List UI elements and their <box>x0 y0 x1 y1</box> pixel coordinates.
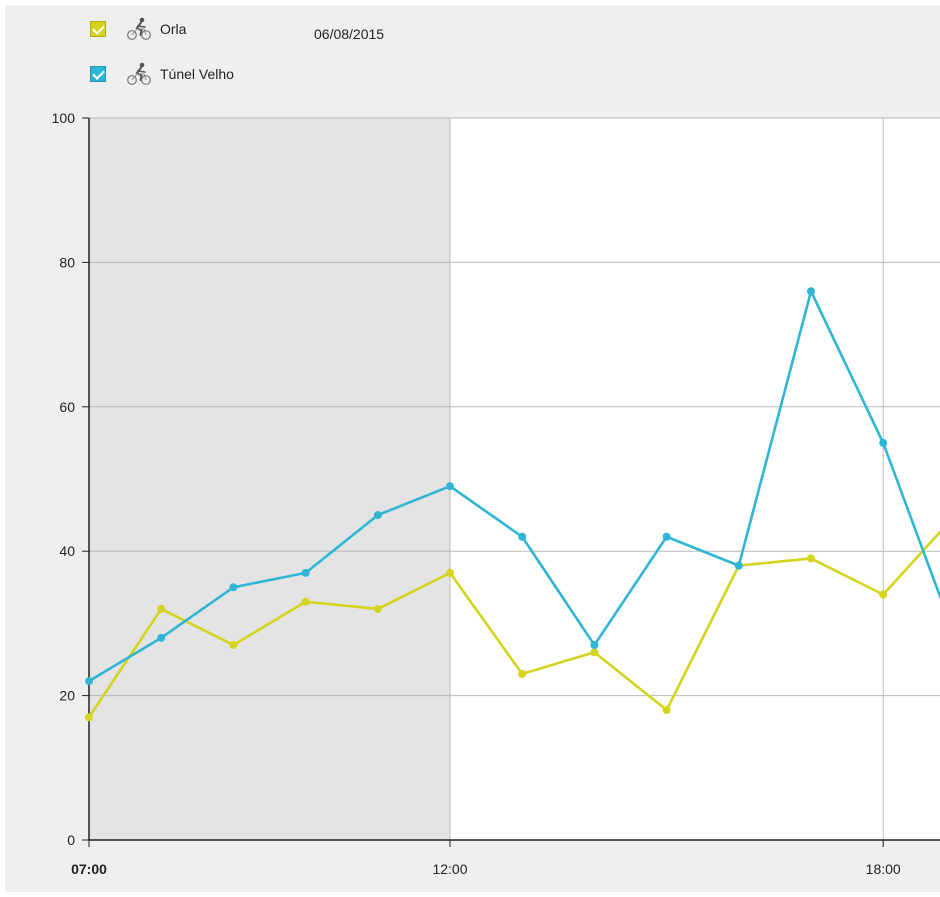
legend-label-orla: Orla <box>160 21 187 37</box>
y-tick-label: 60 <box>59 399 75 415</box>
orla-checkbox[interactable] <box>90 21 106 37</box>
data-point-tunel-velho <box>373 511 382 520</box>
shaded-region <box>89 118 450 840</box>
x-tick-label: 07:00 <box>71 861 107 877</box>
y-tick-label: 20 <box>59 688 75 704</box>
data-point-tunel-velho <box>157 633 166 642</box>
data-point-tunel-velho <box>229 583 238 592</box>
y-tick-label: 0 <box>67 832 75 848</box>
y-tick-label: 80 <box>59 254 75 270</box>
data-point-orla <box>373 604 382 613</box>
bicycle-icon <box>127 62 151 85</box>
data-point-orla <box>807 554 815 563</box>
y-tick-label: 100 <box>52 110 76 126</box>
data-point-tunel-velho <box>446 482 454 491</box>
data-point-orla <box>518 669 527 678</box>
data-point-tunel-velho <box>85 677 93 686</box>
x-tick-label: 12:00 <box>432 861 467 877</box>
tunel-velho-checkbox[interactable] <box>90 66 106 82</box>
data-point-orla <box>662 706 671 715</box>
y-tick-label: 40 <box>59 543 75 559</box>
data-point-orla <box>590 648 599 657</box>
data-point-orla <box>301 597 310 606</box>
x-tick-label: 18:00 <box>866 861 901 877</box>
data-point-orla <box>879 590 888 599</box>
data-point-orla <box>157 604 166 613</box>
data-point-orla <box>446 568 454 577</box>
data-point-tunel-velho <box>662 532 671 541</box>
data-point-orla <box>229 641 238 650</box>
data-point-tunel-velho <box>734 561 743 570</box>
legend-item-orla[interactable]: Orla <box>90 17 186 41</box>
data-point-tunel-velho <box>879 438 888 447</box>
data-point-tunel-velho <box>518 532 527 541</box>
legend-item-tunel-velho[interactable]: Túnel Velho <box>90 62 234 86</box>
date-label: 06/08/2015 <box>314 26 385 42</box>
legend-label-tunel-velho: Túnel Velho <box>160 66 234 82</box>
data-point-tunel-velho <box>301 568 310 577</box>
data-point-orla <box>85 713 93 722</box>
bicycle-icon <box>127 17 151 40</box>
data-point-tunel-velho <box>807 287 815 296</box>
data-point-tunel-velho <box>590 641 599 650</box>
